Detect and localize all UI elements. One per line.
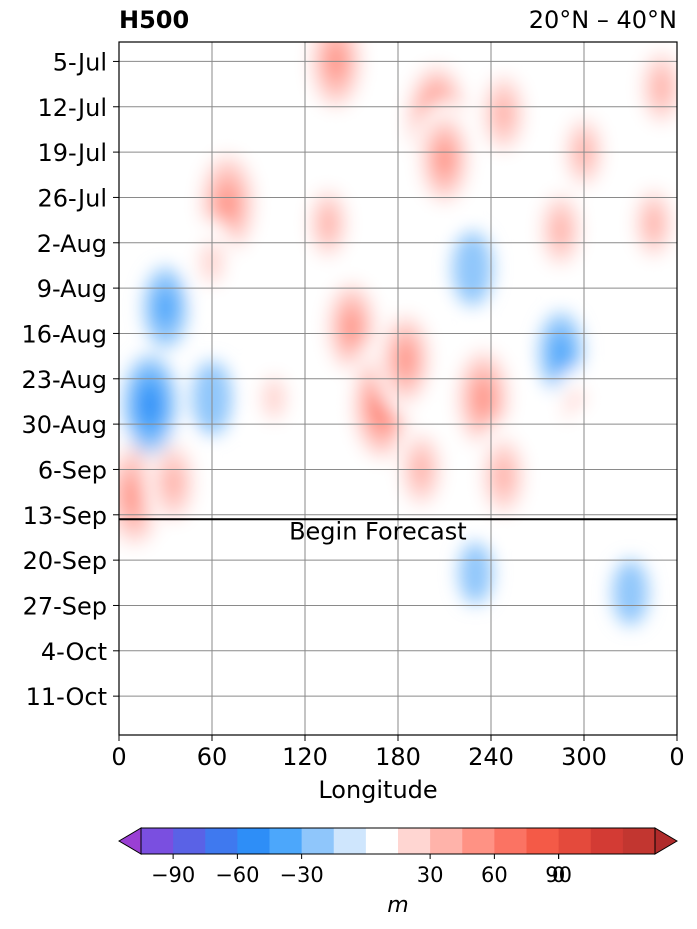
colorbar-frame xyxy=(140,827,656,855)
colorbar-swatch-0 xyxy=(141,828,174,854)
anomaly-blob-7-4 xyxy=(397,344,414,374)
x-tick-label-4: 240 xyxy=(468,743,514,771)
colorbar-tick-label-1: −60 xyxy=(215,863,259,887)
anomaly-blob-1-3 xyxy=(163,464,184,501)
axes: Begin Forecast 0 60 120 180 240 300 0 5-Jul 12-Ju… xyxy=(21,41,685,804)
plot-area xyxy=(119,42,677,735)
y-tick-label-14: 11-Oct xyxy=(26,683,107,711)
anomaly-blob-17-2 xyxy=(262,376,286,420)
colorbar-tick-label-6: 90 xyxy=(545,863,572,887)
anomaly-blob-10-4 xyxy=(474,382,492,414)
colorbar-swatch-10 xyxy=(462,828,495,854)
anomaly-blob-28-1 xyxy=(612,559,649,626)
y-tick-label-3: 26-Jul xyxy=(38,184,108,212)
x-tick-label-2: 120 xyxy=(282,743,328,771)
y-tick-label-7: 23-Aug xyxy=(21,366,107,394)
colorbar-tick-label-3: 0 xyxy=(552,863,565,887)
y-tick-label-4: 2-Aug xyxy=(37,230,107,258)
x-tick-label-6: 0 xyxy=(669,743,684,771)
colorbar-swatch-2 xyxy=(205,828,238,854)
anomaly-blob-13-3 xyxy=(551,212,571,248)
colorbar-swatch-7 xyxy=(365,828,399,854)
anomaly-blob-2-4 xyxy=(218,187,237,221)
colorbar-swatch-13 xyxy=(558,828,592,854)
y-tick-label-9: 6-Sep xyxy=(38,456,107,484)
anomaly-blob-25-1 xyxy=(626,302,666,377)
y-tick-label-6: 16-Aug xyxy=(21,320,107,348)
anomaly-blob-5-4 xyxy=(343,312,360,342)
anomaly-field xyxy=(119,42,677,735)
anomaly-blob-19-2 xyxy=(154,287,177,328)
colorbar-swatch-15 xyxy=(622,828,656,854)
x-tick-label-5: 300 xyxy=(561,743,607,771)
colorbar-swatch-14 xyxy=(590,828,624,854)
forecast-annotation: Begin Forecast xyxy=(289,517,467,545)
x-tick-label-1: 60 xyxy=(197,743,228,771)
x-axis-label: Longitude xyxy=(318,776,437,804)
x-tick-label-3: 180 xyxy=(375,743,421,771)
colorbar-tick-label-5: 60 xyxy=(481,863,508,887)
anomaly-blob-9-4 xyxy=(436,144,453,174)
colorbar-extend-min xyxy=(118,827,142,855)
y-tick-label-10: 13-Sep xyxy=(23,502,107,530)
colorbar-swatch-4 xyxy=(269,828,303,854)
anomaly-blob-32-1 xyxy=(254,90,294,162)
colorbar-swatch-3 xyxy=(237,828,270,854)
x-tick-label-0: 0 xyxy=(111,743,126,771)
colorbar-label: m xyxy=(387,893,408,918)
title-left: H500 xyxy=(119,6,190,34)
y-tick-label-5: 9-Aug xyxy=(37,275,107,303)
anomaly-blob-11-3 xyxy=(493,457,514,495)
colorbar-tick-label-0: −90 xyxy=(151,863,195,887)
y-tick-label-1: 12-Jul xyxy=(38,94,108,122)
anomaly-blob-0-4 xyxy=(125,479,144,512)
y-tick-label-2: 19-Jul xyxy=(38,139,108,167)
y-tick-label-11: 20-Sep xyxy=(23,547,107,575)
anomaly-blob-27-1 xyxy=(458,542,493,605)
anomaly-blob-22-1 xyxy=(452,231,493,306)
anomaly-blob-16-3 xyxy=(644,207,663,240)
y-tick-label-0: 5-Jul xyxy=(53,48,107,76)
colorbar-swatch-12 xyxy=(526,828,560,854)
anomaly-blob-23-2 xyxy=(549,332,572,373)
colorbar-tick-label-4: 30 xyxy=(417,863,444,887)
y-tick-label-13: 4-Oct xyxy=(41,638,107,666)
colorbar-tick-label-2: −30 xyxy=(279,863,323,887)
y-tick-label-12: 27-Sep xyxy=(23,592,107,620)
colorbar-swatch-5 xyxy=(301,828,335,854)
colorbar-swatch-9 xyxy=(430,828,463,854)
colorbar-swatch-11 xyxy=(494,828,527,854)
colorbar-swatch-6 xyxy=(333,828,367,854)
colorbar-swatch-8 xyxy=(398,828,431,854)
plot-clip-group xyxy=(119,42,677,735)
anomaly-blob-12-3 xyxy=(493,94,514,132)
anomaly-blob-20-3 xyxy=(141,388,159,422)
y-tick-label-8: 30-Aug xyxy=(21,411,107,439)
anomaly-blob-29-1 xyxy=(302,507,339,574)
colorbar: −90 −60 −30 0 30 60 90 m xyxy=(118,827,678,918)
colorbar-swatch-1 xyxy=(173,828,206,854)
title-right: 20°N – 40°N xyxy=(528,6,677,34)
anomaly-blob-15-3 xyxy=(652,70,671,105)
colorbar-extend-max xyxy=(654,827,678,855)
anomaly-blob-4-3 xyxy=(319,207,338,240)
